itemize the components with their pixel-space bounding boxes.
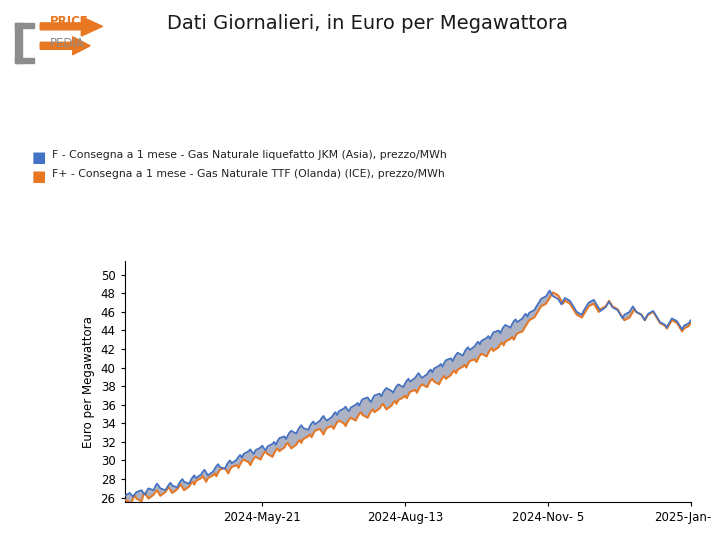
Text: ■: ■ — [32, 169, 46, 184]
Text: PEDIA: PEDIA — [50, 37, 85, 51]
Polygon shape — [40, 37, 90, 55]
Bar — [16, 23, 21, 63]
Text: PRICE: PRICE — [50, 14, 89, 28]
Polygon shape — [40, 17, 103, 36]
Y-axis label: Euro per Megawattora: Euro per Megawattora — [82, 316, 95, 447]
Text: F - Consegna a 1 mese - Gas Naturale liquefatto JKM (Asia), prezzo/MWh: F - Consegna a 1 mese - Gas Naturale liq… — [52, 150, 446, 160]
Bar — [16, 23, 34, 28]
Text: Dati Giornalieri, in Euro per Megawattora: Dati Giornalieri, in Euro per Megawattor… — [167, 14, 568, 33]
Text: F+ - Consegna a 1 mese - Gas Naturale TTF (Olanda) (ICE), prezzo/MWh: F+ - Consegna a 1 mese - Gas Naturale TT… — [52, 169, 445, 179]
Bar — [16, 58, 34, 63]
Text: ■: ■ — [32, 150, 46, 165]
